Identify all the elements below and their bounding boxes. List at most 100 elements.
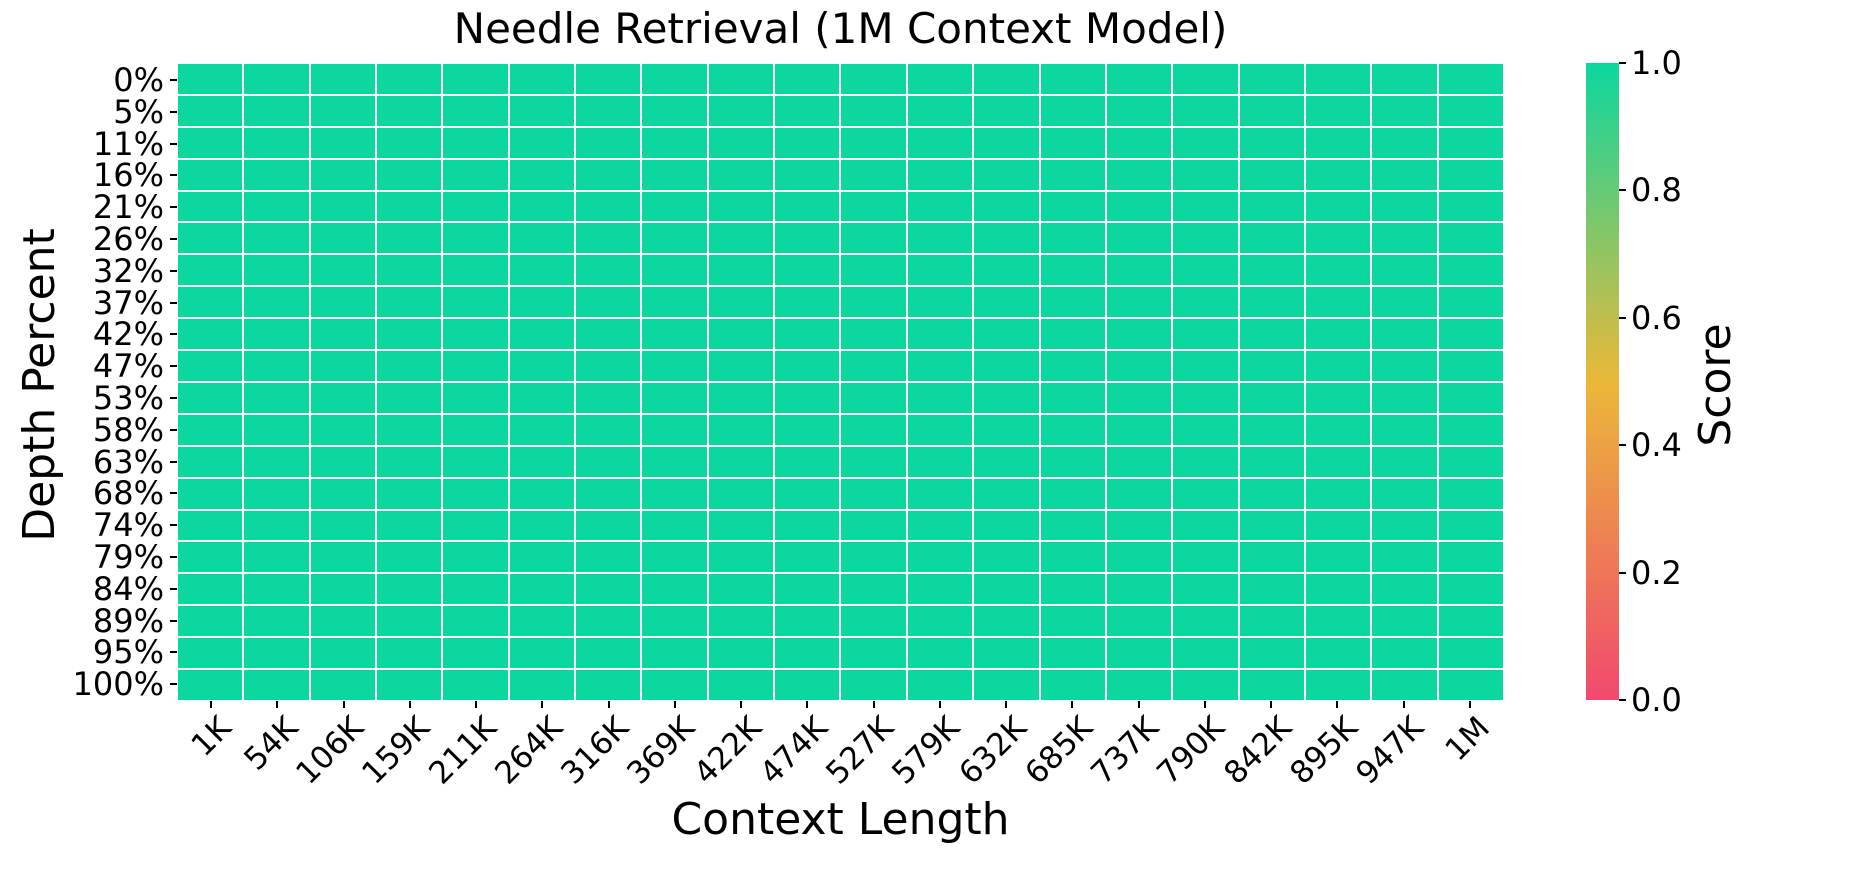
heatmap-cell bbox=[1173, 159, 1238, 190]
heatmap-cell bbox=[1372, 510, 1437, 541]
colorbar-tick-label: 1.0 bbox=[1631, 44, 1682, 82]
heatmap-cell bbox=[310, 64, 376, 94]
heatmap-cell bbox=[1305, 351, 1371, 381]
heatmap-cell bbox=[1173, 574, 1238, 605]
heatmap-cell bbox=[244, 287, 309, 318]
y-tick-label: 11% bbox=[92, 124, 164, 163]
heatmap-cell bbox=[1372, 223, 1437, 254]
heatmap-cell bbox=[1173, 191, 1238, 222]
heatmap-cell bbox=[1438, 510, 1503, 541]
heatmap-cell bbox=[310, 542, 376, 573]
heatmap-cell bbox=[642, 574, 707, 605]
heatmap-cell bbox=[244, 382, 309, 413]
y-tick-label: 100% bbox=[72, 665, 164, 704]
heatmap-cell bbox=[974, 510, 1039, 541]
heatmap-cell bbox=[841, 606, 906, 637]
heatmap-cell bbox=[708, 606, 774, 637]
heatmap-cell bbox=[907, 510, 973, 541]
heatmap-cell bbox=[642, 351, 707, 381]
x-tick-mark bbox=[475, 701, 478, 708]
heatmap-cell bbox=[1438, 446, 1503, 477]
heatmap-cell bbox=[642, 478, 707, 509]
heatmap-cell bbox=[1305, 319, 1371, 350]
heatmap-cell bbox=[377, 478, 442, 509]
heatmap-cell bbox=[907, 255, 973, 286]
heatmap-cell bbox=[974, 159, 1039, 190]
x-tick-label: 316K bbox=[554, 709, 636, 792]
heatmap-cell bbox=[1239, 510, 1304, 541]
heatmap-cell bbox=[509, 223, 575, 254]
heatmap-cell bbox=[1040, 287, 1105, 318]
heatmap-cell bbox=[708, 446, 774, 477]
y-tick-mark bbox=[170, 269, 177, 272]
heatmap-cell bbox=[576, 478, 641, 509]
heatmap-cell bbox=[775, 670, 840, 700]
heatmap-cell bbox=[1372, 287, 1437, 318]
x-tick-mark bbox=[408, 701, 411, 708]
x-tick-mark bbox=[1336, 701, 1339, 708]
x-tick-mark bbox=[1468, 701, 1471, 708]
heatmap-cell bbox=[1372, 127, 1437, 158]
x-tick-mark bbox=[1005, 701, 1008, 708]
heatmap-cell bbox=[310, 223, 376, 254]
heatmap-cell bbox=[775, 159, 840, 190]
colorbar-tick-mark bbox=[1619, 316, 1626, 319]
heatmap-cell bbox=[1372, 159, 1437, 190]
heatmap-cell bbox=[1239, 382, 1304, 413]
heatmap-cell bbox=[178, 64, 243, 94]
heatmap-cell bbox=[1372, 478, 1437, 509]
x-tick-label: 422K bbox=[686, 709, 769, 792]
heatmap-cell bbox=[775, 510, 840, 541]
colorbar-tick-label: 0.8 bbox=[1631, 171, 1682, 210]
heatmap-cell bbox=[1173, 414, 1238, 445]
heatmap-cell bbox=[244, 574, 309, 605]
heatmap-cell bbox=[841, 351, 906, 381]
heatmap-cell bbox=[178, 606, 243, 637]
heatmap-cell bbox=[841, 382, 906, 413]
heatmap-cell bbox=[576, 255, 641, 286]
heatmap-cell bbox=[1173, 670, 1238, 700]
x-tick-mark bbox=[740, 701, 743, 708]
heatmap-cell bbox=[974, 319, 1039, 350]
heatmap-cell bbox=[841, 159, 906, 190]
heatmap-cell bbox=[708, 319, 774, 350]
heatmap-cell bbox=[642, 319, 707, 350]
x-tick-mark bbox=[276, 701, 279, 708]
heatmap-cell bbox=[1438, 414, 1503, 445]
heatmap-cell bbox=[509, 606, 575, 637]
heatmap-cell bbox=[1239, 542, 1304, 573]
heatmap-cell bbox=[310, 670, 376, 700]
heatmap-cell bbox=[509, 638, 575, 669]
x-tick-label: 685K bbox=[1018, 709, 1100, 792]
y-tick-mark bbox=[170, 206, 177, 209]
heatmap-cell bbox=[1239, 414, 1304, 445]
heatmap-cell bbox=[576, 446, 641, 477]
heatmap-cell bbox=[244, 446, 309, 477]
heatmap-cell bbox=[907, 414, 973, 445]
heatmap-cell bbox=[1040, 127, 1105, 158]
heatmap-cell bbox=[907, 382, 973, 413]
heatmap-cell bbox=[1372, 255, 1437, 286]
heatmap-cell bbox=[1239, 478, 1304, 509]
heatmap-cell bbox=[775, 638, 840, 669]
colorbar-gradient bbox=[1586, 63, 1619, 700]
heatmap-cell bbox=[1438, 670, 1503, 700]
y-tick-mark bbox=[170, 524, 177, 527]
x-tick-label: 211K bbox=[421, 709, 504, 792]
y-tick-label: 37% bbox=[92, 283, 164, 322]
heatmap-cell bbox=[443, 574, 508, 605]
heatmap-cell bbox=[443, 382, 508, 413]
heatmap-cell bbox=[576, 95, 641, 126]
heatmap-cell bbox=[509, 191, 575, 222]
heatmap-cell bbox=[907, 159, 973, 190]
heatmap-cell bbox=[1106, 64, 1172, 94]
heatmap-cell bbox=[1239, 670, 1304, 700]
heatmap-cell bbox=[244, 606, 309, 637]
heatmap-cell bbox=[377, 319, 442, 350]
x-tick-label: 947K bbox=[1349, 709, 1431, 792]
heatmap-cell bbox=[1372, 446, 1437, 477]
heatmap-cell bbox=[1106, 223, 1172, 254]
heatmap-cell bbox=[509, 382, 575, 413]
heatmap-cell bbox=[310, 382, 376, 413]
heatmap-cell bbox=[642, 159, 707, 190]
